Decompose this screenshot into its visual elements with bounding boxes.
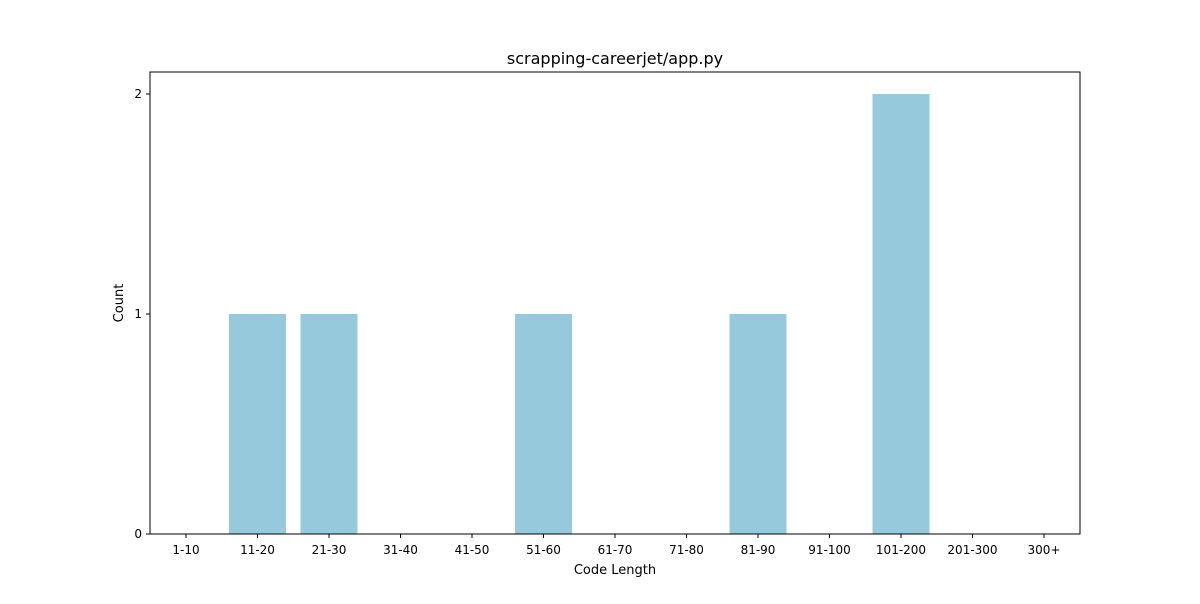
x-tick-label: 61-70 [598,543,633,557]
y-tick-label: 0 [134,527,142,541]
x-tick-label: 41-50 [455,543,490,557]
x-tick-label: 91-100 [808,543,851,557]
y-axis: 0 1 2 [134,87,150,541]
x-tick-label: 31-40 [383,543,418,557]
x-tick-label: 11-20 [240,543,275,557]
x-axis-label: Code Length [574,563,656,578]
plot-frame [149,71,1081,535]
x-tick-label: 71-80 [669,543,704,557]
x-tick-label: 201-300 [947,543,997,557]
x-tick-label: 21-30 [312,543,347,557]
x-tick-label: 81-90 [741,543,776,557]
bars-layer [229,94,930,534]
x-tick-label: 101-200 [876,543,926,557]
y-axis-label: Count [112,284,127,323]
x-tick-label: 300+ [1028,543,1061,557]
bar-11-20 [229,314,286,534]
x-axis: 1-10 11-20 21-30 31-40 41-50 51-60 61-70 71-80 8… [172,534,1060,557]
bar-81-90 [729,314,787,534]
x-tick-label: 51-60 [526,543,561,557]
y-tick-label: 1 [134,307,142,321]
bar-101-200 [872,94,930,534]
bar-21-30 [300,314,358,534]
y-tick-label: 2 [134,87,142,101]
x-tick-label: 1-10 [172,543,199,557]
chart-title: scrapping-careerjet/app.py [507,49,723,68]
bar-51-60 [515,314,572,534]
